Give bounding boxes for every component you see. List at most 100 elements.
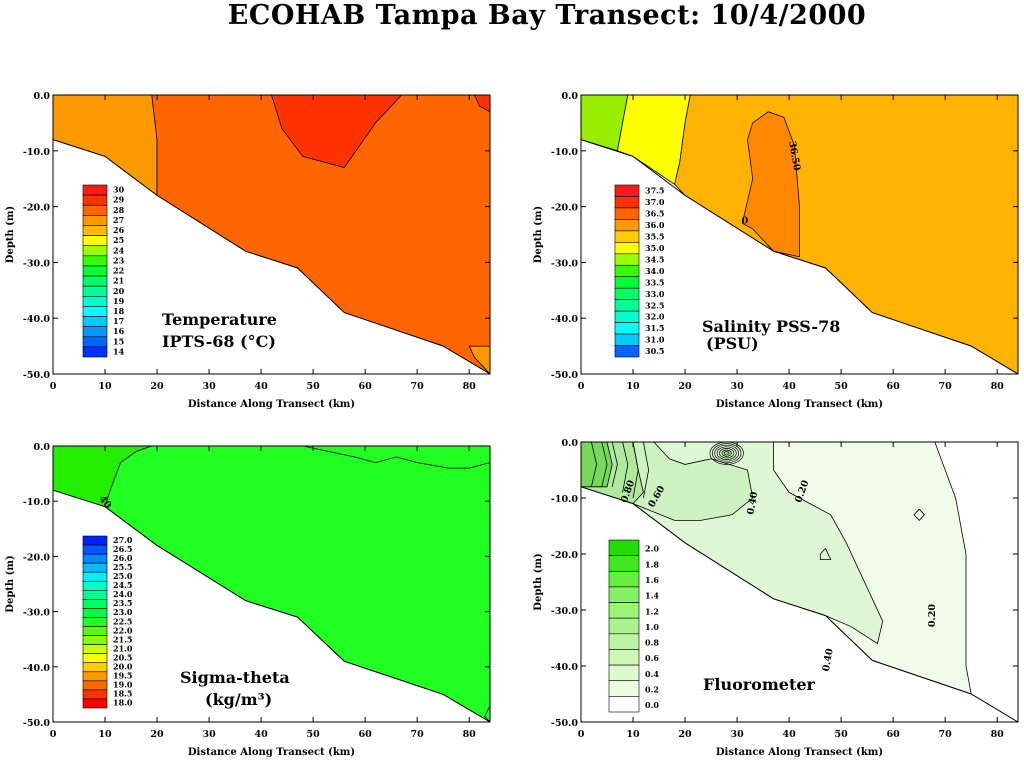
y-tick-label: -10.0 xyxy=(551,147,578,158)
y-tick-label: -20.0 xyxy=(551,203,578,214)
legend-swatch xyxy=(608,555,640,572)
contour-label: 36.50 xyxy=(786,140,802,172)
panel-title: Temperature xyxy=(162,310,277,329)
x-tick-label: 50 xyxy=(307,381,321,392)
legend-swatch xyxy=(82,336,108,348)
contour-line xyxy=(611,442,618,487)
contour-region xyxy=(104,446,490,722)
page-title: ECOHAB Tampa Bay Transect: 10/4/2000 xyxy=(227,0,867,31)
x-tick-label: 30 xyxy=(202,381,216,392)
x-tick-label: 80 xyxy=(463,381,477,392)
legend-label: 21.0 xyxy=(113,643,133,653)
x-tick-label: 50 xyxy=(835,381,849,392)
contour-region xyxy=(473,95,490,113)
legend-label: 29 xyxy=(113,195,125,205)
legend-label: 28 xyxy=(113,205,125,215)
contour-region xyxy=(270,95,403,168)
legend-swatch xyxy=(82,184,108,196)
x-axis-label: Distance Along Transect (km) xyxy=(188,747,355,758)
salinity-panel: 36.50 0 0 10 20 30 40 50 60 70 80 0.0 -10.0 -20.0 -30.… xyxy=(533,91,1019,410)
panel-title: Sigma-theta xyxy=(180,668,290,687)
legend-label: 24.5 xyxy=(113,580,132,590)
contour-region xyxy=(741,111,800,258)
legend-swatch xyxy=(82,316,108,327)
legend-swatch xyxy=(82,698,108,709)
legend-label: 16 xyxy=(113,326,125,336)
y-axis-label: Depth (m) xyxy=(5,555,16,612)
legend-swatch xyxy=(82,306,108,317)
y-tick-label: -40.0 xyxy=(23,314,50,325)
x-tick-label: 80 xyxy=(991,381,1005,392)
legend-swatch xyxy=(82,635,108,645)
legend-label: 23.0 xyxy=(113,607,133,617)
x-tick-label: 0 xyxy=(50,381,57,392)
legend-swatch xyxy=(608,680,640,697)
x-tick-label: 80 xyxy=(991,729,1005,740)
legend-label: 1.0 xyxy=(645,622,659,632)
y-tick-label: 0.0 xyxy=(561,91,578,102)
legend-swatch xyxy=(608,633,640,650)
legend-label: 26 xyxy=(113,225,125,235)
x-tick-label: 70 xyxy=(939,729,953,740)
legend-label: 2.0 xyxy=(645,544,659,554)
x-tick-label: 10 xyxy=(98,381,112,392)
legend-swatch xyxy=(608,696,640,713)
y-axis-label: Depth (m) xyxy=(533,553,544,610)
legend-swatch xyxy=(614,333,640,346)
contour-label: 0.40 xyxy=(821,647,836,672)
legend-label: 18.0 xyxy=(113,698,133,708)
legend-label: 25 xyxy=(113,235,124,245)
legend-swatch xyxy=(614,299,640,312)
x-tick-label: 40 xyxy=(254,381,268,392)
panel-title: (PSU) xyxy=(706,334,759,353)
legend-label: 32.5 xyxy=(645,300,664,310)
legend-label: 25.0 xyxy=(113,571,133,581)
seabed-line xyxy=(52,139,491,375)
x-tick-label: 20 xyxy=(678,729,692,740)
legend-swatch xyxy=(608,649,640,666)
legend-label: 35.5 xyxy=(645,231,664,241)
legend-label: 37.0 xyxy=(645,197,665,207)
legend-label: 0.4 xyxy=(645,669,659,679)
legend-label: 20.5 xyxy=(113,652,132,662)
panel-title: IPTS-68 (°C) xyxy=(162,332,276,351)
hotspot-contour xyxy=(719,448,735,459)
y-tick-label: -20.0 xyxy=(23,203,50,214)
legend-label: 24 xyxy=(113,245,125,255)
temperature-panel: 0 10 20 30 40 50 60 70 80 0.0 -10.0 -20.0 -30.0 -40.0… xyxy=(5,91,491,410)
plot-frame xyxy=(52,445,491,723)
legend-label: 18.5 xyxy=(113,689,132,699)
contour-line xyxy=(819,547,832,561)
y-tick-label: -30.0 xyxy=(551,606,578,617)
legend-swatch xyxy=(82,265,108,277)
legend-swatch xyxy=(82,553,108,564)
legend-label: 23.5 xyxy=(113,598,132,608)
y-tick-label: -20.0 xyxy=(23,552,50,563)
plot-frame xyxy=(52,94,491,375)
x-tick-label: 50 xyxy=(835,729,849,740)
legend-swatch xyxy=(82,215,108,226)
legend-swatch xyxy=(614,184,640,197)
legend-swatch xyxy=(82,608,108,618)
legend-swatch xyxy=(82,225,108,236)
x-tick-label: 70 xyxy=(411,381,425,392)
legend-label: 0.2 xyxy=(645,684,659,694)
legend-swatch xyxy=(614,310,640,323)
fluorometer-panel: 0.80 0.60 0.40 0.200.400.200 10 20 30 40 50 60 70 8… xyxy=(533,438,1019,758)
legend-label: 19.0 xyxy=(113,680,133,690)
legend-label: 33.0 xyxy=(645,289,665,299)
y-tick-label: -30.0 xyxy=(23,608,50,619)
legend-label: 1.2 xyxy=(645,606,659,616)
legend-swatch xyxy=(608,539,640,556)
legend-label: 36.5 xyxy=(645,209,664,219)
y-tick-label: -50.0 xyxy=(23,718,50,729)
y-tick-label: -20.0 xyxy=(551,550,578,561)
seabed-line xyxy=(580,139,1019,375)
y-axis-label: Depth (m) xyxy=(533,206,544,263)
legend-swatch xyxy=(608,664,640,682)
x-tick-label: 60 xyxy=(359,381,373,392)
legend-label: 22.5 xyxy=(113,616,132,626)
x-tick-label: 70 xyxy=(939,381,953,392)
legend-swatch xyxy=(82,245,108,257)
legend-label: 34.0 xyxy=(645,266,665,276)
